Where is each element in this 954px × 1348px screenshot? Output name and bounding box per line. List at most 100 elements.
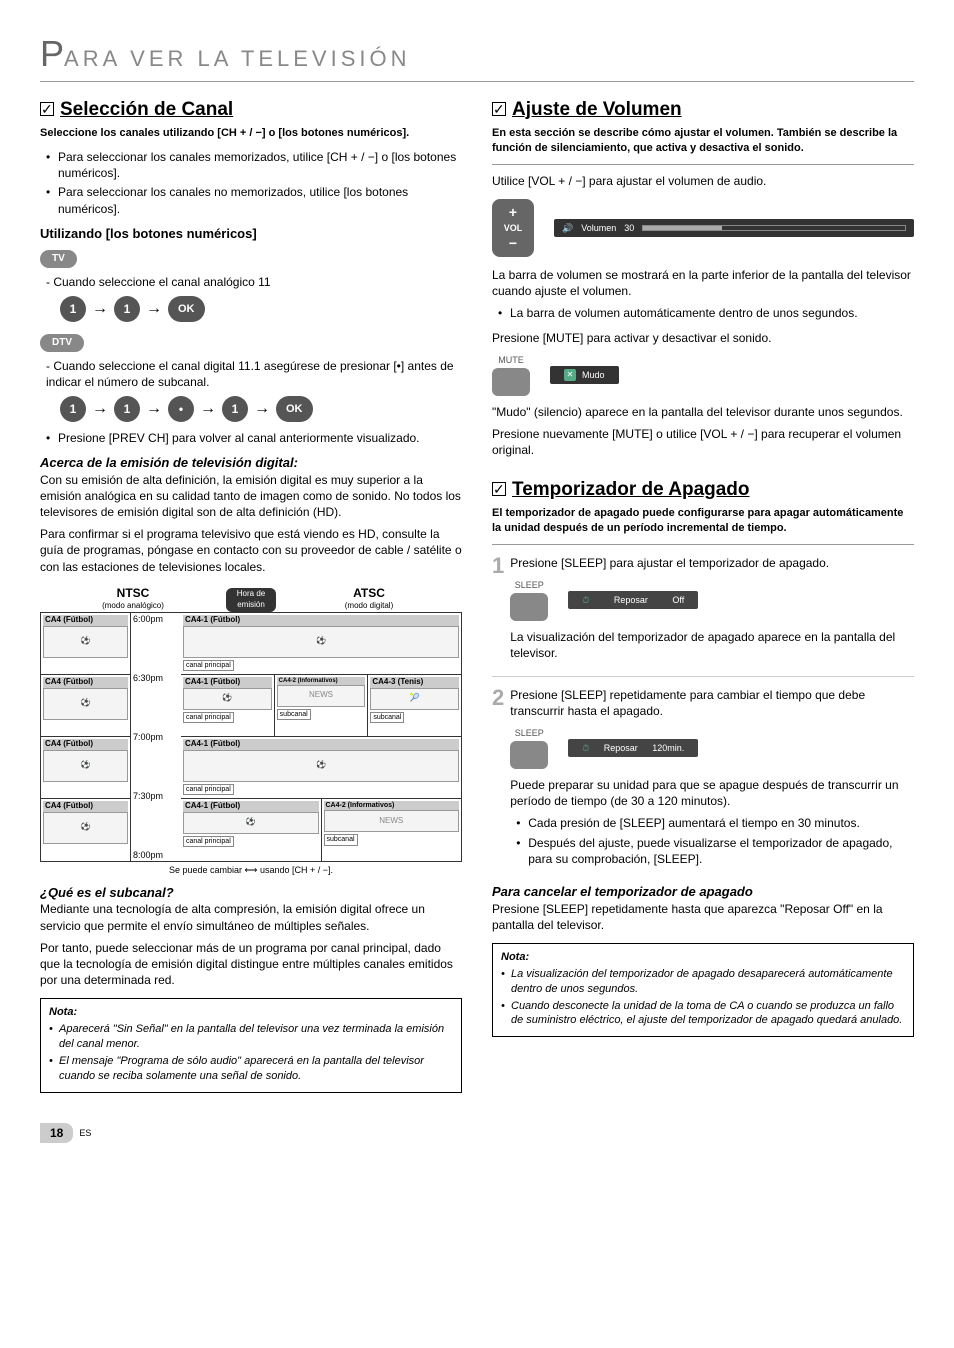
time-mark: 7:30pm (133, 790, 179, 802)
schedule-diagram: NTSC (modo analógico) Hora de emisión AT… (40, 585, 462, 876)
mute-button[interactable] (492, 368, 530, 396)
note-box: Nota: Aparecerá "Sin Señal" en la pantal… (40, 998, 462, 1092)
numeric-subhead: Utilizando [los botones numéricos] (40, 225, 462, 243)
digit-button[interactable]: 1 (114, 396, 140, 422)
digit-button[interactable]: 1 (60, 296, 86, 322)
subchannel-para: Por tanto, puede seleccionar más de un p… (40, 940, 462, 989)
note-item: La visualización del temporizador de apa… (511, 967, 905, 997)
mute-para: "Mudo" (silencio) aparece en la pantalla… (492, 404, 914, 420)
clock-icon: ⏱ (582, 742, 589, 754)
vol-bar-text: La barra de volumen se mostrará en la pa… (492, 267, 914, 299)
atsc-mode: (modo digital) (276, 601, 462, 612)
time-pill: Hora de emisión (226, 588, 276, 612)
ntsc-header: NTSC (modo analógico) (40, 585, 226, 612)
digital-para: Para confirmar si el programa televisivo… (40, 526, 462, 575)
vol-label: VOL (504, 222, 523, 234)
header-rest: ARA VER LA TELEVISIÓN (64, 46, 411, 71)
cell-title: CA4-2 (Informativos) (324, 801, 460, 810)
step-sub: La visualización del temporizador de apa… (510, 629, 914, 661)
osd-vol-value: 30 (624, 222, 634, 234)
time-mark: 7:00pm (133, 731, 179, 743)
ok-button[interactable]: OK (276, 396, 313, 422)
digit-button[interactable]: 1 (114, 296, 140, 322)
ntsc-label: NTSC (117, 586, 150, 600)
divider (492, 676, 914, 677)
volume-osd: 🔊 Volumen 30 (554, 219, 914, 237)
note-title: Nota: (501, 950, 905, 965)
bullet-text: Para seleccionar los canales no memoriza… (58, 185, 408, 215)
sleep-osd-val: 120min. (652, 742, 684, 754)
cancel-para: Presione [SLEEP] repetidamente hasta que… (492, 901, 914, 933)
note-title: Nota: (49, 1005, 453, 1020)
button-row-2: 1 → 1 → • → 1 → OK (60, 396, 462, 422)
vol-use: Utilice [VOL + / −] para ajustar el volu… (492, 173, 914, 189)
sleep-button-container: SLEEP (510, 727, 548, 769)
bullet: La barra de volumen automáticamente dent… (510, 305, 914, 321)
sleep-button[interactable] (510, 741, 548, 769)
bullet: Para seleccionar los canales memorizados… (58, 149, 462, 181)
sleep-osd: ⏱ Reposar Off (568, 591, 698, 609)
subchannel-head: ¿Qué es el subcanal? (40, 884, 462, 902)
digit-button[interactable]: 1 (222, 396, 248, 422)
arrow-icon: → (200, 398, 216, 420)
cell-title: CA4-1 (Fútbol) (183, 739, 459, 750)
schedule-time-col: 6:00pm 6:30pm 7:00pm 7:30pm 8:00pm (131, 613, 181, 861)
mute-block: MUTE ✕ Mudo (492, 354, 914, 396)
arrow-icon: → (92, 398, 108, 420)
step-number: 1 (492, 555, 504, 668)
speaker-icon: 🔊 (562, 222, 573, 234)
mute-press: Presione [MUTE] para activar y desactiva… (492, 330, 914, 346)
cell-title: CA4 (Fútbol) (43, 801, 128, 812)
left-column: Selección de Canal Seleccione los canale… (40, 97, 462, 1093)
check-icon (492, 482, 506, 496)
cancel-head: Para cancelar el temporizador de apagado (492, 883, 914, 901)
page-header: PARA VER LA TELEVISIÓN (40, 30, 914, 82)
divider (492, 544, 914, 545)
digit-button[interactable]: 1 (60, 396, 86, 422)
schedule-footnote: Se puede cambiar ⟷ usando [CH + / −]. (40, 864, 462, 876)
digital-subhead: Acerca de la emisión de televisión digit… (40, 454, 462, 472)
channel-section-title: Selección de Canal (40, 97, 462, 123)
step-1: 1 Presione [SLEEP] para ajustar el tempo… (492, 555, 914, 668)
page-footer: 18 ES (40, 1123, 914, 1143)
check-icon (492, 102, 506, 116)
atsc-label: ATSC (353, 586, 385, 600)
bullet-text: Para seleccionar los canales memorizados… (58, 150, 456, 180)
note-item: Aparecerá "Sin Señal" en la pantalla del… (59, 1022, 453, 1052)
cell-title: CA4 (Fútbol) (43, 677, 128, 688)
channel-tag: subcanal (370, 712, 404, 723)
cell-title: CA4-1 (Fútbol) (183, 677, 272, 688)
vol-button[interactable]: + VOL − (492, 199, 534, 257)
channel-tag: canal principal (183, 836, 234, 847)
channel-tag: canal principal (183, 712, 234, 723)
sleep-btn-label: SLEEP (510, 579, 548, 591)
channel-bullets: Para seleccionar los canales memorizados… (40, 149, 462, 217)
subchannel-para: Mediante una tecnología de alta compresi… (40, 901, 462, 933)
dtv-pill: DTV (40, 334, 84, 352)
prev-bullet-list: Presione [PREV CH] para volver al canal … (40, 430, 462, 446)
bullet: Presione [PREV CH] para volver al canal … (58, 430, 462, 446)
cell-title: CA4 (Fútbol) (43, 615, 128, 626)
sleep-button-container: SLEEP (510, 579, 548, 621)
note-item: Cuando desconecte la unidad de la toma d… (511, 999, 905, 1029)
sleep-button[interactable] (510, 593, 548, 621)
atsc-header: ATSC (modo digital) (276, 585, 462, 612)
header-initial: P (40, 33, 64, 74)
channel-title: Selección de Canal (60, 97, 233, 123)
cell-title: CA4-1 (Fútbol) (183, 615, 459, 626)
ok-button[interactable]: OK (168, 296, 205, 322)
mute-osd: ✕ Mudo (550, 366, 619, 384)
sleep-title: Temporizador de Apagado (512, 477, 750, 503)
mute-again: Presione nuevamente [MUTE] o utilice [VO… (492, 426, 914, 458)
schedule-atsc-col: CA4-1 (Fútbol)⚽canal principal CA4-1 (Fú… (181, 613, 461, 861)
minus-icon: − (509, 234, 517, 253)
step-text: Presione [SLEEP] para ajustar el tempori… (510, 555, 914, 571)
vol-bar-track (642, 225, 906, 231)
tv-instruction-text: Cuando seleccione el canal analógico 11 (53, 275, 270, 289)
note-box: Nota: La visualización del temporizador … (492, 943, 914, 1037)
sleep-intro: El temporizador de apagado puede configu… (492, 506, 914, 536)
divider (492, 164, 914, 165)
vol-auto-bullets: La barra de volumen automáticamente dent… (492, 305, 914, 321)
dot-button[interactable]: • (168, 396, 194, 422)
cell-title: CA4-1 (Fútbol) (183, 801, 319, 812)
